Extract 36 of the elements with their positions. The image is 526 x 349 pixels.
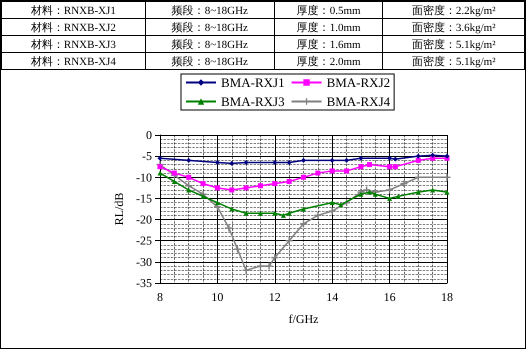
y-tick-label: -25 bbox=[136, 234, 152, 248]
text: 材料：RNXB-XJ4 bbox=[2, 52, 146, 70]
x-tick-label: 8 bbox=[157, 290, 163, 304]
text: 厚度：2.0mm bbox=[274, 52, 383, 70]
x-tick-label: 18 bbox=[441, 290, 453, 304]
text: 面密度：5.1kg/m² bbox=[382, 36, 524, 52]
text: 厚度：1.6mm bbox=[274, 36, 383, 52]
text: 材料：RNXB-XJ1 bbox=[2, 2, 146, 18]
x-tick-label: 14 bbox=[326, 290, 338, 304]
text: 材料：RNXB-XJ2 bbox=[2, 18, 146, 36]
x-axis-title: f/GHz bbox=[288, 312, 318, 326]
text: 面密度：3.6kg/m² bbox=[382, 18, 524, 36]
legend-label: BMA-RXJ2 bbox=[326, 75, 390, 90]
x-tick-label: 12 bbox=[268, 290, 281, 304]
legend-label: BMA-RXJ1 bbox=[221, 75, 285, 90]
y-tick-label: -30 bbox=[136, 254, 152, 269]
y-tick-label: 0 bbox=[146, 128, 152, 142]
x-tick-label: 10 bbox=[211, 290, 224, 304]
text: 面密度：2.2kg/m² bbox=[382, 2, 524, 18]
text: 频段：8~18GHz bbox=[145, 52, 274, 70]
x-tick-label: 16 bbox=[384, 290, 396, 304]
y-tick-label: -15 bbox=[136, 191, 152, 206]
text: 频段：8~18GHz bbox=[145, 2, 274, 18]
y-tick-label: -10 bbox=[136, 170, 152, 184]
text: 频段：8~18GHz bbox=[145, 18, 274, 36]
text: 频段：8~18GHz bbox=[145, 36, 274, 52]
y-tick-label: -5 bbox=[142, 149, 152, 164]
legend-label: BMA-RXJ4 bbox=[326, 94, 391, 109]
y-tick-label: -35 bbox=[136, 276, 152, 290]
text: 厚度：1.0mm bbox=[274, 18, 383, 36]
y-tick-label: -20 bbox=[136, 212, 152, 227]
y-axis-title: RL/dB bbox=[112, 192, 126, 226]
text: 材料：RNXB-XJ3 bbox=[2, 36, 146, 52]
text: 厚度：0.5mm bbox=[274, 2, 383, 18]
text: 面密度：5.1kg/m² bbox=[382, 52, 524, 70]
legend-label: BMA-RXJ3 bbox=[221, 94, 285, 109]
